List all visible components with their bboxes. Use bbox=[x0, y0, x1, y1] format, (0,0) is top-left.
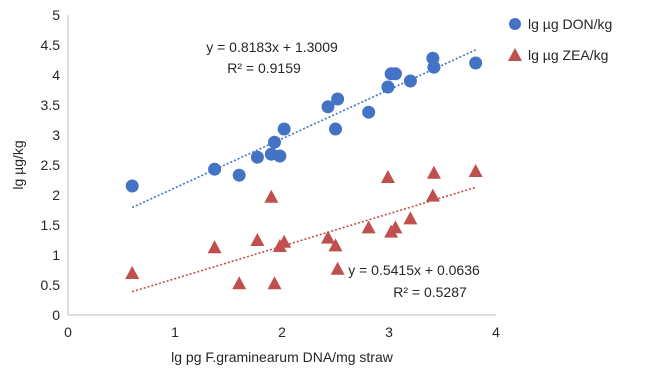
y-tick-label: 0 bbox=[52, 307, 60, 323]
zea-r-squared: R² = 0.5287 bbox=[393, 284, 467, 300]
data-point-zea bbox=[232, 276, 247, 290]
data-point-don bbox=[388, 67, 402, 81]
y-tick-label: 4.5 bbox=[41, 37, 61, 53]
y-tick-labels: 0 0.5 1 1.5 2 2.5 3 3.5 4 4.5 5 bbox=[41, 7, 61, 323]
data-point-zea bbox=[264, 189, 279, 203]
data-point-don bbox=[331, 92, 345, 106]
y-tick-label: 2 bbox=[52, 187, 60, 203]
x-axis-title: lg pg F.graminearum DNA/mg straw bbox=[171, 349, 394, 365]
y-tick-label: 4 bbox=[52, 67, 60, 83]
legend-item-don: lg µg DON/kg bbox=[509, 16, 612, 32]
y-tick-label: 3.5 bbox=[41, 97, 61, 113]
data-point-zea bbox=[426, 165, 441, 179]
zea-equation: y = 0.5415x + 0.0636 bbox=[348, 262, 480, 278]
data-point-zea bbox=[250, 233, 265, 246]
data-point-zea bbox=[380, 170, 395, 183]
don-regression-annotation: y = 0.8183x + 1.3009 R² = 0.9159 bbox=[206, 39, 338, 76]
axes bbox=[67, 15, 496, 316]
legend: lg µg DON/kg lg µg ZEA/kg bbox=[508, 16, 612, 63]
data-point-don bbox=[403, 74, 417, 88]
data-point-zea bbox=[361, 220, 376, 234]
legend-label-zea: lg µg ZEA/kg bbox=[528, 47, 608, 63]
don-r-squared: R² = 0.9159 bbox=[227, 60, 301, 76]
data-point-zea bbox=[468, 164, 483, 177]
data-point-zea bbox=[267, 276, 282, 290]
data-points bbox=[125, 51, 483, 290]
data-point-don bbox=[277, 122, 291, 136]
data-point-zea bbox=[207, 240, 222, 254]
x-tick-label: 4 bbox=[492, 324, 500, 340]
y-tick-label: 2.5 bbox=[41, 157, 61, 173]
don-equation: y = 0.8183x + 1.3009 bbox=[206, 39, 338, 55]
x-tick-label: 3 bbox=[385, 324, 393, 340]
data-point-zea bbox=[328, 238, 343, 252]
data-point-don bbox=[273, 149, 287, 163]
legend-item-zea: lg µg ZEA/kg bbox=[508, 47, 608, 63]
data-point-zea bbox=[425, 188, 440, 202]
data-point-don bbox=[381, 80, 395, 94]
trendline-don bbox=[131, 49, 477, 209]
trendlines bbox=[131, 49, 477, 293]
data-point-zea bbox=[125, 266, 140, 279]
data-point-zea bbox=[321, 230, 336, 244]
legend-marker-zea bbox=[508, 48, 522, 61]
zea-regression-annotation: y = 0.5415x + 0.0636 R² = 0.5287 bbox=[348, 262, 480, 300]
data-point-zea bbox=[330, 261, 345, 275]
data-point-zea bbox=[403, 211, 418, 225]
data-point-zea bbox=[277, 234, 292, 248]
x-tick-labels: 0 1 2 3 4 bbox=[64, 324, 500, 340]
y-tick-label: 1 bbox=[52, 247, 60, 263]
data-point-don bbox=[232, 168, 246, 182]
y-tick-label: 0.5 bbox=[41, 277, 61, 293]
data-point-don bbox=[362, 105, 376, 119]
data-point-don bbox=[469, 56, 483, 70]
data-point-don bbox=[208, 162, 222, 176]
data-point-don bbox=[329, 122, 342, 136]
x-tick-label: 1 bbox=[171, 324, 179, 340]
data-point-don bbox=[250, 150, 264, 164]
legend-label-don: lg µg DON/kg bbox=[528, 16, 612, 32]
data-point-don bbox=[427, 60, 441, 74]
y-tick-label: 5 bbox=[52, 7, 60, 23]
data-point-don bbox=[321, 100, 335, 114]
x-tick-label: 0 bbox=[64, 324, 72, 340]
y-tick-label: 1.5 bbox=[41, 217, 61, 233]
y-axis-title: lg µg/kg bbox=[10, 140, 26, 189]
legend-marker-don bbox=[509, 18, 521, 30]
data-point-zea bbox=[388, 220, 403, 234]
data-point-don bbox=[125, 179, 139, 193]
data-point-don bbox=[268, 135, 282, 149]
x-tick-label: 2 bbox=[278, 324, 286, 340]
y-tick-label: 3 bbox=[52, 127, 60, 143]
